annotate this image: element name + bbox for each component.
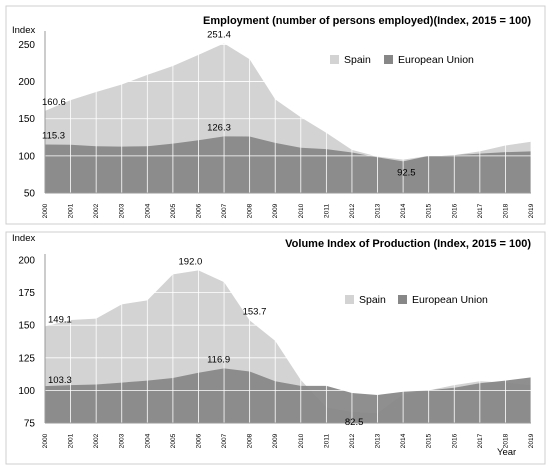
y-axis-label: Index: [12, 25, 35, 36]
series-area-european-union: [45, 136, 531, 193]
series-area-european-union: [45, 368, 531, 423]
y-tick-label: 250: [18, 40, 35, 51]
legend-label-european-union: European Union: [398, 54, 474, 66]
x-tick-label: 2009: [272, 433, 279, 448]
data-label: 103.3: [48, 375, 72, 386]
y-tick-label: 175: [18, 288, 35, 299]
legend-swatch-spain: [330, 55, 339, 64]
x-tick-label: 2018: [502, 203, 509, 218]
y-tick-label: 200: [18, 77, 35, 88]
x-tick-label: 2006: [195, 433, 202, 448]
x-tick-label: 2014: [400, 433, 407, 448]
x-tick-label: 2003: [119, 203, 126, 218]
x-tick-label: 2017: [477, 433, 484, 448]
chart-title: Employment (number of persons employed)(…: [203, 15, 531, 27]
x-tick-label: 2009: [272, 203, 279, 218]
x-tick-label: 2006: [195, 203, 202, 218]
x-tick-label: 2005: [170, 433, 177, 448]
legend-swatch-european-union: [384, 55, 393, 64]
legend-label-european-union: European Union: [412, 294, 488, 306]
x-tick-label: 2001: [68, 433, 75, 448]
x-tick-label: 2001: [68, 203, 75, 218]
data-label: 82.5: [345, 417, 364, 428]
x-tick-label: 2004: [144, 433, 151, 448]
x-tick-label: 2010: [298, 433, 305, 448]
x-tick-label: 2008: [247, 433, 254, 448]
data-label: 153.7: [243, 306, 267, 317]
y-tick-label: 50: [24, 189, 36, 200]
x-tick-label: 2017: [477, 203, 484, 218]
legend-swatch-spain: [345, 295, 354, 304]
chart-panel-2: Volume Index of Production (Index, 2015 …: [5, 231, 546, 465]
x-tick-label: 2015: [426, 433, 433, 448]
chart-frame: [5, 5, 546, 225]
data-label: 251.4: [207, 29, 231, 40]
x-tick-label: 2015: [426, 203, 433, 218]
x-tick-label: 2000: [42, 203, 49, 218]
x-tick-label: 2000: [42, 433, 49, 448]
data-label: 126.3: [207, 122, 231, 133]
y-tick-label: 200: [18, 256, 35, 267]
chart-title: Volume Index of Production (Index, 2015 …: [285, 238, 531, 250]
legend-swatch-european-union: [398, 295, 407, 304]
x-tick-label: 2007: [221, 433, 228, 448]
y-tick-label: 150: [18, 321, 35, 332]
data-label: 115.3: [42, 131, 65, 142]
x-tick-label: 2002: [93, 433, 100, 448]
legend-label-spain: Spain: [344, 54, 371, 66]
x-tick-label: 2016: [451, 433, 458, 448]
y-tick-label: 100: [18, 386, 35, 397]
data-label: 149.1: [48, 314, 72, 325]
data-label: 92.5: [397, 167, 416, 178]
x-tick-label: 2007: [221, 203, 228, 218]
y-axis-label: Index: [12, 233, 35, 244]
x-tick-label: 2013: [375, 203, 382, 218]
y-tick-label: 75: [24, 419, 36, 430]
x-tick-label: 2011: [323, 434, 330, 449]
x-tick-label: 2010: [298, 203, 305, 218]
x-tick-label: 2002: [93, 203, 100, 218]
y-tick-label: 125: [18, 353, 35, 364]
x-tick-label: 2018: [502, 433, 509, 448]
x-tick-label: 2004: [144, 203, 151, 218]
y-tick-label: 150: [18, 114, 35, 125]
x-tick-label: 2014: [400, 203, 407, 218]
x-tick-label: 2012: [349, 433, 356, 448]
chart-frame: [5, 231, 546, 465]
x-axis-label: Year: [497, 447, 516, 458]
x-tick-label: 2005: [170, 203, 177, 218]
x-tick-label: 2012: [349, 203, 356, 218]
x-tick-label: 2019: [528, 433, 535, 448]
legend-label-spain: Spain: [359, 294, 386, 306]
data-label: 160.6: [42, 97, 66, 108]
x-tick-label: 2013: [375, 433, 382, 448]
x-tick-label: 2019: [528, 203, 535, 218]
data-label: 116.9: [207, 354, 230, 365]
x-tick-label: 2003: [119, 433, 126, 448]
x-tick-label: 2011: [323, 204, 330, 219]
data-label: 192.0: [179, 256, 203, 267]
x-tick-label: 2008: [247, 203, 254, 218]
x-tick-label: 2016: [451, 203, 458, 218]
y-tick-label: 100: [18, 151, 35, 162]
chart-panel-1: Employment (number of persons employed)(…: [5, 5, 546, 225]
